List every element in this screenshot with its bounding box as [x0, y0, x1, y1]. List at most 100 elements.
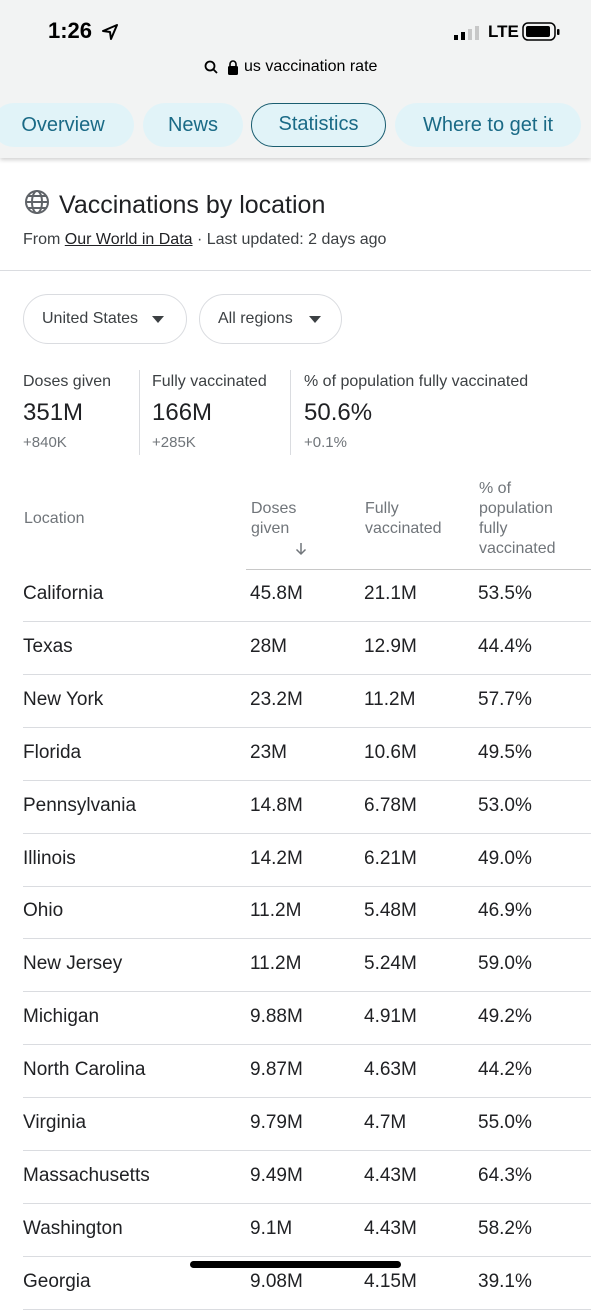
cell-value: 28M — [250, 635, 287, 657]
divider — [0, 270, 591, 271]
row-divider — [23, 674, 591, 675]
cell-value: 5.24M — [364, 953, 417, 975]
cell-location: Washington — [23, 1217, 123, 1239]
tab[interactable]: Where to get it — [395, 103, 581, 147]
sort-arrow — [295, 543, 307, 556]
cell-value: 11.2M — [250, 953, 302, 975]
signal-icon — [454, 26, 479, 40]
cell-location: Ohio — [23, 900, 64, 922]
cell-location: Texas — [23, 635, 73, 657]
row-divider — [23, 727, 591, 728]
row-divider — [23, 780, 591, 781]
cell-value: 4.7M — [364, 1112, 407, 1133]
cell-value: 49.5% — [478, 741, 532, 763]
cell-value: 46.9% — [478, 900, 532, 922]
row-divider — [23, 1203, 591, 1204]
column-header[interactable]: Doses given — [251, 500, 297, 537]
cell-location: Georgia — [23, 1270, 91, 1292]
summary-label: Fully vaccinated — [152, 373, 267, 390]
cell-location: Illinois — [23, 847, 76, 869]
summary-divider — [139, 370, 140, 455]
cell-value: 23M — [250, 741, 287, 763]
row-divider — [23, 1097, 591, 1098]
row-divider — [23, 1150, 591, 1151]
cell-value: 49.2% — [478, 1006, 532, 1028]
summary-value: 166M — [152, 399, 213, 426]
cell-value: 12.9M — [364, 635, 417, 657]
cell-location: Pennsylvania — [23, 794, 137, 816]
cell-value: 4.43M — [364, 1217, 417, 1239]
row-divider — [23, 938, 591, 939]
dropdown-arrow — [152, 316, 164, 323]
address-bar-url[interactable]: us vaccination rate — [244, 58, 378, 75]
cell-value: 6.78M — [364, 794, 417, 816]
status-time: 1:26 — [48, 18, 93, 43]
cell-value: 58.2% — [478, 1217, 532, 1239]
cell-value: 23.2M — [250, 688, 303, 710]
summary-label: % of population fully vaccinated — [304, 373, 529, 390]
card-title: Vaccinations by location — [59, 191, 326, 219]
row-divider — [23, 833, 591, 834]
cell-value: 14.8M — [250, 794, 303, 816]
cell-location: Michigan — [23, 1006, 100, 1028]
source-prefix: From — [23, 231, 61, 248]
home-indicator — [190, 1261, 401, 1268]
cell-value: 9.88M — [250, 1006, 303, 1028]
cell-value: 55.0% — [478, 1112, 532, 1133]
cell-location: North Carolina — [23, 1059, 146, 1081]
cell-value: 11.2M — [250, 900, 302, 922]
column-header[interactable]: % of population fully vaccinated — [479, 480, 556, 557]
summary-label: Doses given — [23, 373, 112, 390]
dropdown-arrow — [309, 316, 321, 323]
cell-value: 14.2M — [250, 847, 303, 869]
tab[interactable]: Statistics — [251, 103, 386, 147]
summary-change: +285K — [152, 434, 196, 451]
summary-change: +0.1% — [304, 434, 347, 451]
row-divider — [23, 1256, 591, 1257]
cell-value: 49.0% — [478, 847, 532, 869]
row-divider — [23, 886, 591, 887]
cell-value: 44.4% — [478, 635, 532, 657]
row-divider — [23, 1044, 591, 1045]
cell-value: 4.91M — [364, 1006, 417, 1028]
source-line: From Our World in Data · Last updated: 2… — [23, 231, 386, 249]
summary-divider — [290, 370, 291, 455]
filter-dropdown[interactable]: All regions — [199, 294, 342, 344]
cell-value: 9.79M — [250, 1112, 303, 1133]
cell-value: 9.49M — [250, 1164, 303, 1186]
row-divider — [23, 621, 591, 622]
cell-value: 57.7% — [478, 688, 532, 710]
location-icon — [102, 24, 118, 40]
cell-value: 9.87M — [250, 1059, 303, 1081]
filter-label: United States — [42, 310, 139, 327]
last-updated: · Last updated: 2 days ago — [196, 231, 387, 248]
cell-value: 5.48M — [364, 900, 417, 922]
cell-location: Florida — [23, 741, 82, 763]
cell-value: 59.0% — [478, 953, 532, 975]
row-divider — [23, 991, 591, 992]
cell-value: 53.5% — [478, 583, 532, 604]
cell-value: 39.1% — [478, 1270, 532, 1292]
cell-value: 45.8M — [250, 583, 303, 604]
column-header[interactable]: Fully vaccinated — [365, 500, 442, 537]
source-link[interactable]: Our World in Data — [64, 231, 193, 248]
cell-location: California — [23, 583, 104, 604]
cell-location: New York — [23, 688, 104, 710]
search-lock-icons — [204, 60, 238, 75]
cell-value: 21.1M — [364, 583, 417, 604]
cell-location: New Jersey — [23, 953, 123, 975]
filter-dropdown[interactable]: United States — [23, 294, 187, 344]
cell-value: 53.0% — [478, 794, 532, 816]
summary-change: +840K — [23, 434, 67, 451]
summary-value: 50.6% — [304, 399, 373, 426]
cell-value: 10.6M — [364, 741, 417, 763]
tab[interactable]: News — [143, 103, 243, 147]
filter-label: All regions — [218, 310, 293, 327]
column-header: Location — [24, 510, 85, 527]
tab[interactable]: Overview — [0, 103, 134, 147]
cell-value: 4.43M — [364, 1164, 417, 1186]
header-divider — [246, 569, 591, 570]
cell-value: 64.3% — [478, 1164, 532, 1186]
